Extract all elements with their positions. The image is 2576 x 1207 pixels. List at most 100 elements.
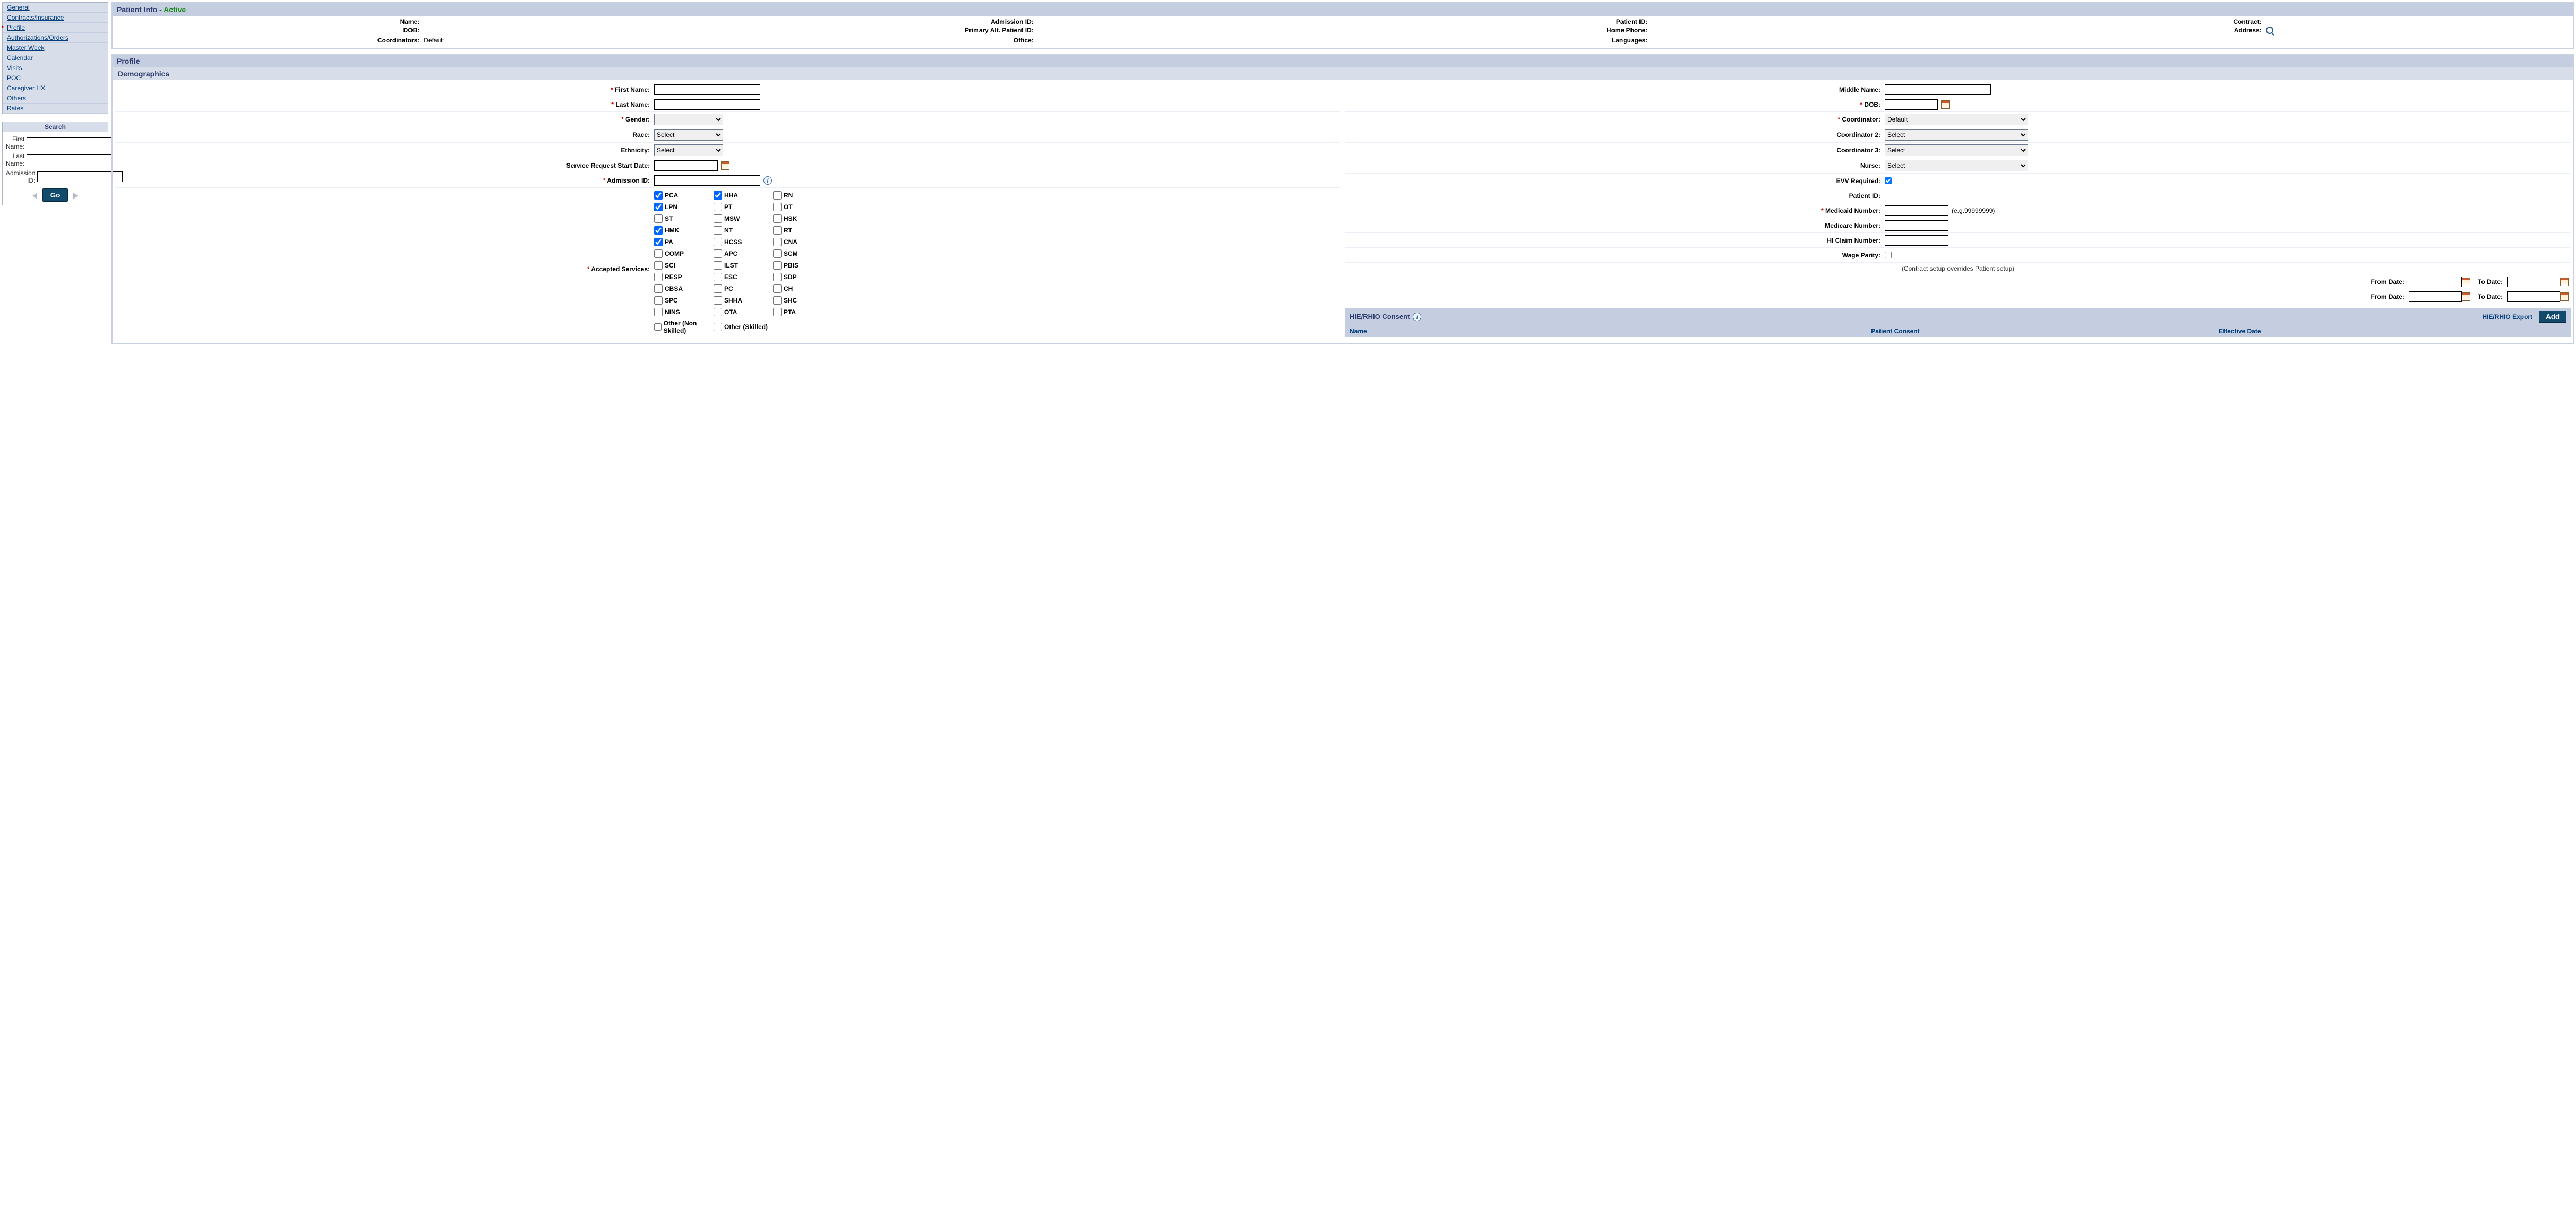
sidebar-item-profile[interactable]: Profile [3, 23, 108, 33]
service-cna[interactable]: CNA [773, 238, 831, 246]
sidebar-link[interactable]: Authorizations/Orders [7, 34, 68, 41]
service-resp[interactable]: RESP [654, 273, 712, 281]
service-hcss[interactable]: HCSS [714, 238, 772, 246]
service-checkbox[interactable] [714, 273, 722, 281]
sidebar-item-visits[interactable]: Visits [3, 63, 108, 73]
service-ilst[interactable]: ILST [714, 261, 772, 270]
service-checkbox[interactable] [654, 226, 663, 235]
service-ota[interactable]: OTA [714, 308, 772, 316]
sidebar-link[interactable]: Others [7, 94, 26, 102]
service-st[interactable]: ST [654, 214, 712, 223]
service-scm[interactable]: SCM [773, 249, 831, 258]
calendar-icon[interactable] [2560, 278, 2569, 286]
service-shc[interactable]: SHC [773, 296, 831, 305]
address-search-icon[interactable] [2266, 27, 2273, 34]
service-ch[interactable]: CH [773, 284, 831, 293]
consent-col-patient[interactable]: Patient Consent [1871, 327, 2219, 335]
service-esc[interactable]: ESC [714, 273, 772, 281]
info-icon[interactable]: i [763, 176, 772, 185]
srstart-input[interactable] [654, 160, 718, 171]
calendar-icon[interactable] [2462, 278, 2470, 286]
sidebar-link[interactable]: Visits [7, 64, 22, 72]
service-checkbox[interactable] [654, 214, 663, 223]
search-lastname-input[interactable] [27, 154, 112, 165]
go-button[interactable]: Go [42, 188, 68, 202]
sidebar-item-calendar[interactable]: Calendar [3, 53, 108, 63]
service-hha[interactable]: HHA [714, 191, 772, 200]
next-arrow-icon[interactable] [73, 193, 78, 199]
evv-checkbox[interactable] [1885, 177, 1892, 184]
info-icon[interactable]: i [1413, 313, 1421, 321]
add-button[interactable]: Add [2539, 311, 2566, 323]
service-checkbox[interactable] [654, 308, 663, 316]
service-pa[interactable]: PA [654, 238, 712, 246]
service-checkbox[interactable] [714, 226, 722, 235]
service-checkbox[interactable] [773, 238, 782, 246]
calendar-icon[interactable] [1941, 100, 1950, 109]
sidebar-link[interactable]: Master Week [7, 44, 44, 51]
service-checkbox[interactable] [714, 249, 722, 258]
sidebar-item-others[interactable]: Others [3, 93, 108, 104]
middle-name-input[interactable] [1885, 84, 1991, 95]
service-shha[interactable]: SHHA [714, 296, 772, 305]
service-checkbox[interactable] [773, 249, 782, 258]
service-checkbox[interactable] [654, 203, 663, 211]
gender-select[interactable] [654, 114, 723, 125]
coordinator-select[interactable]: Default [1885, 114, 2028, 125]
prev-arrow-icon[interactable] [32, 193, 37, 199]
sidebar-item-rates[interactable]: Rates [3, 104, 108, 114]
medicaid-input[interactable] [1885, 205, 1948, 216]
service-checkbox[interactable] [654, 191, 663, 200]
fromdate2-input[interactable] [2409, 291, 2462, 302]
service-checkbox[interactable] [654, 249, 663, 258]
calendar-icon[interactable] [2462, 292, 2470, 301]
service-pt[interactable]: PT [714, 203, 772, 211]
sidebar-link[interactable]: POC [7, 74, 21, 82]
service-checkbox[interactable] [714, 323, 722, 331]
service-checkbox[interactable] [714, 296, 722, 305]
service-hsk[interactable]: HSK [773, 214, 831, 223]
medicare-input[interactable] [1885, 220, 1948, 231]
calendar-icon[interactable] [2560, 292, 2569, 301]
service-sdp[interactable]: SDP [773, 273, 831, 281]
service-apc[interactable]: APC [714, 249, 772, 258]
sidebar-link[interactable]: Contracts/Insurance [7, 14, 64, 21]
coordinator2-select[interactable]: Select [1885, 129, 2028, 141]
consent-col-name[interactable]: Name [1350, 327, 1871, 335]
service-nins[interactable]: NINS [654, 308, 712, 316]
dob-input[interactable] [1885, 99, 1938, 110]
service-checkbox[interactable] [773, 296, 782, 305]
sidebar-item-authorizations-orders[interactable]: Authorizations/Orders [3, 33, 108, 43]
sidebar-link[interactable]: Profile [7, 24, 25, 31]
service-comp[interactable]: COMP [654, 249, 712, 258]
sidebar-link[interactable]: General [7, 4, 30, 11]
ethnicity-select[interactable]: Select [654, 144, 723, 156]
wage-checkbox[interactable] [1885, 252, 1892, 258]
service-sci[interactable]: SCI [654, 261, 712, 270]
sidebar-item-contracts-insurance[interactable]: Contracts/Insurance [3, 13, 108, 23]
service-msw[interactable]: MSW [714, 214, 772, 223]
service-checkbox[interactable] [654, 284, 663, 293]
service-pc[interactable]: PC [714, 284, 772, 293]
race-select[interactable]: Select [654, 129, 723, 141]
service-checkbox[interactable] [654, 323, 662, 331]
fromdate1-input[interactable] [2409, 277, 2462, 287]
sidebar-item-caregiver-hx[interactable]: Caregiver HX [3, 83, 108, 93]
service-hmk[interactable]: HMK [654, 226, 712, 235]
service-pta[interactable]: PTA [773, 308, 831, 316]
search-admission-input[interactable] [37, 171, 123, 182]
service-checkbox[interactable] [773, 261, 782, 270]
service-rt[interactable]: RT [773, 226, 831, 235]
calendar-icon[interactable] [721, 161, 729, 170]
consent-export-link[interactable]: HIE/RHIO Export [2482, 313, 2532, 321]
service-checkbox[interactable] [714, 308, 722, 316]
sidebar-link[interactable]: Calendar [7, 54, 33, 62]
service-checkbox[interactable] [654, 273, 663, 281]
service-spc[interactable]: SPC [654, 296, 712, 305]
service-checkbox[interactable] [714, 191, 722, 200]
search-firstname-input[interactable] [27, 137, 112, 148]
sidebar-item-general[interactable]: General [3, 3, 108, 13]
sidebar-link[interactable]: Rates [7, 105, 23, 112]
service-checkbox[interactable] [654, 296, 663, 305]
nurse-select[interactable]: Select [1885, 160, 2028, 171]
